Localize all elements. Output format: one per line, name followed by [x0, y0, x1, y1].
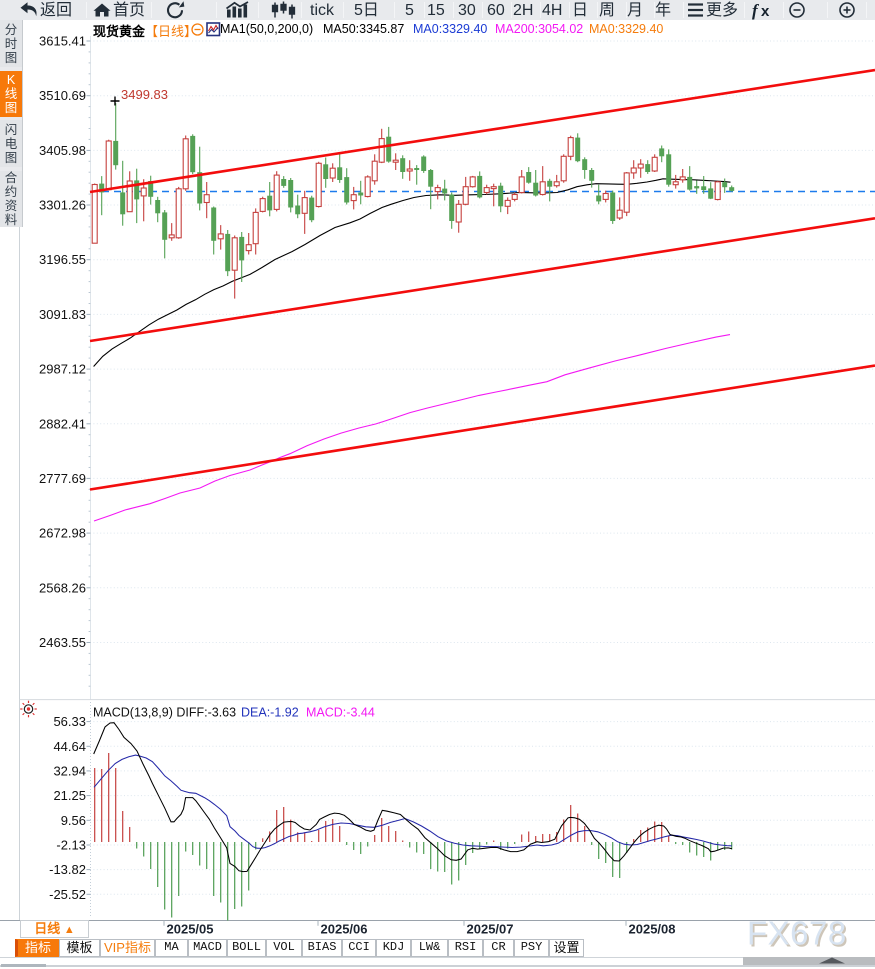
svg-text:-25.52: -25.52 [49, 887, 86, 902]
svg-text:3301.26: 3301.26 [39, 198, 86, 213]
svg-text:2672.98: 2672.98 [39, 526, 86, 541]
svg-text:3196.55: 3196.55 [39, 252, 86, 267]
svg-text:MACD(13,8,9) DIFF:-3.63: MACD(13,8,9) DIFF:-3.63 [93, 706, 236, 720]
svg-text:32.94: 32.94 [53, 763, 86, 778]
svg-text:f: f [752, 1, 760, 20]
svg-text:44.64: 44.64 [53, 739, 86, 754]
svg-text:MACD:-3.44: MACD:-3.44 [306, 706, 375, 720]
svg-text:2568.26: 2568.26 [39, 580, 86, 595]
svg-text:3510.69: 3510.69 [39, 88, 86, 103]
svg-text:FX678: FX678 [749, 916, 849, 953]
svg-text:21.25: 21.25 [53, 788, 86, 803]
svg-text:2463.55: 2463.55 [39, 635, 86, 650]
svg-text:2025/08: 2025/08 [629, 922, 676, 937]
svg-text:x: x [761, 3, 770, 20]
svg-text:-13.82: -13.82 [49, 862, 86, 877]
svg-text:2025/05: 2025/05 [167, 922, 214, 937]
svg-text:FX678: FX678 [747, 915, 847, 952]
svg-text:2777.69: 2777.69 [39, 471, 86, 486]
svg-text:3091.83: 3091.83 [39, 307, 86, 322]
svg-text:DEA:-1.92: DEA:-1.92 [241, 706, 299, 720]
svg-text:2025/07: 2025/07 [467, 922, 514, 937]
svg-text:56.33: 56.33 [53, 714, 86, 729]
svg-text:2025/06: 2025/06 [321, 922, 368, 937]
svg-text:-2.13: -2.13 [56, 838, 86, 853]
svg-text:3615.41: 3615.41 [39, 34, 86, 49]
svg-text:3405.98: 3405.98 [39, 143, 86, 158]
svg-text:3499.83: 3499.83 [121, 87, 168, 102]
svg-text:2987.12: 2987.12 [39, 362, 86, 377]
svg-text:2882.41: 2882.41 [39, 416, 86, 431]
svg-text:9.56: 9.56 [61, 813, 86, 828]
